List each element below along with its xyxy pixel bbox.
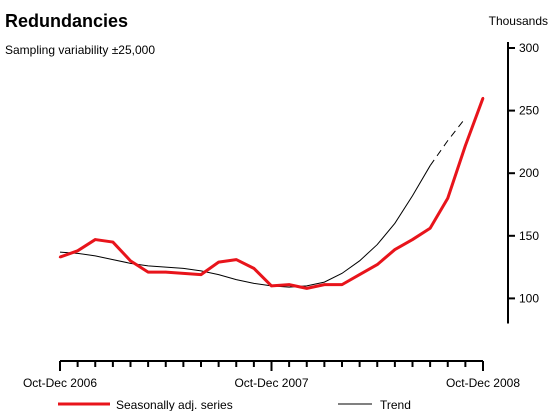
seasonally-adjusted-point	[129, 259, 132, 263]
x-tick-label: Oct-Dec 2007	[234, 376, 308, 390]
seasonally-adjusted-point	[411, 238, 414, 241]
seasonally-adjusted-point	[270, 284, 273, 288]
seasonally-adjusted-point	[164, 270, 167, 274]
legend-label-seasonally-adjusted: Seasonally adj. series	[116, 398, 233, 411]
legend: Seasonally adj. series Trend	[58, 398, 411, 411]
seasonally-adjusted-point	[376, 263, 379, 266]
seasonally-adjusted-point	[182, 272, 185, 275]
x-axis: Oct-Dec 2006 Oct-Dec 2007 Oct-Dec 2008	[23, 360, 520, 390]
seasonally-adjusted-point	[111, 240, 115, 244]
seasonally-adjusted-point	[199, 273, 203, 276]
y-axis: 100 150 200 250 300	[507, 41, 539, 324]
seasonally-adjusted-point	[252, 267, 256, 270]
y-tick-label: 250	[519, 104, 539, 118]
seasonally-adjusted-point	[323, 283, 326, 286]
y-tick-label: 100	[519, 291, 539, 305]
series-layer	[58, 96, 485, 290]
seasonally-adjusted-point	[76, 249, 79, 253]
chart-subtitle: Sampling variability ±25,000	[5, 43, 155, 57]
seasonally-adjusted-point	[305, 287, 308, 290]
y-tick-label: 300	[519, 41, 539, 55]
y-axis-label: Thousands	[489, 14, 548, 28]
legend-label-trend: Trend	[380, 398, 411, 411]
seasonally-adjusted-point	[146, 270, 150, 274]
chart-title: Redundancies	[5, 11, 128, 31]
seasonally-adjusted-point	[217, 260, 220, 264]
seasonally-adjusted-point	[393, 248, 397, 251]
x-tick-label: Oct-Dec 2006	[23, 376, 97, 390]
seasonally-adjusted-point	[94, 238, 97, 241]
seasonally-adjusted-point	[340, 283, 344, 286]
seasonally-adjusted-point	[58, 255, 62, 259]
y-tick-label: 150	[519, 229, 539, 243]
seasonally-adjusted-point	[464, 144, 467, 147]
seasonally-adjusted-point	[287, 283, 291, 286]
x-tick-label: Oct-Dec 2008	[446, 376, 520, 390]
y-tick-label: 200	[519, 166, 539, 180]
seasonally-adjusted-point	[481, 96, 485, 100]
seasonally-adjusted-point	[446, 197, 449, 200]
seasonally-adjusted-line	[59, 97, 485, 290]
trend-projection-line	[429, 117, 466, 166]
seasonally-adjusted-point	[235, 258, 238, 261]
seasonally-adjusted-point	[428, 227, 432, 230]
seasonally-adjusted-point	[358, 273, 361, 276]
trend-line	[59, 165, 431, 288]
